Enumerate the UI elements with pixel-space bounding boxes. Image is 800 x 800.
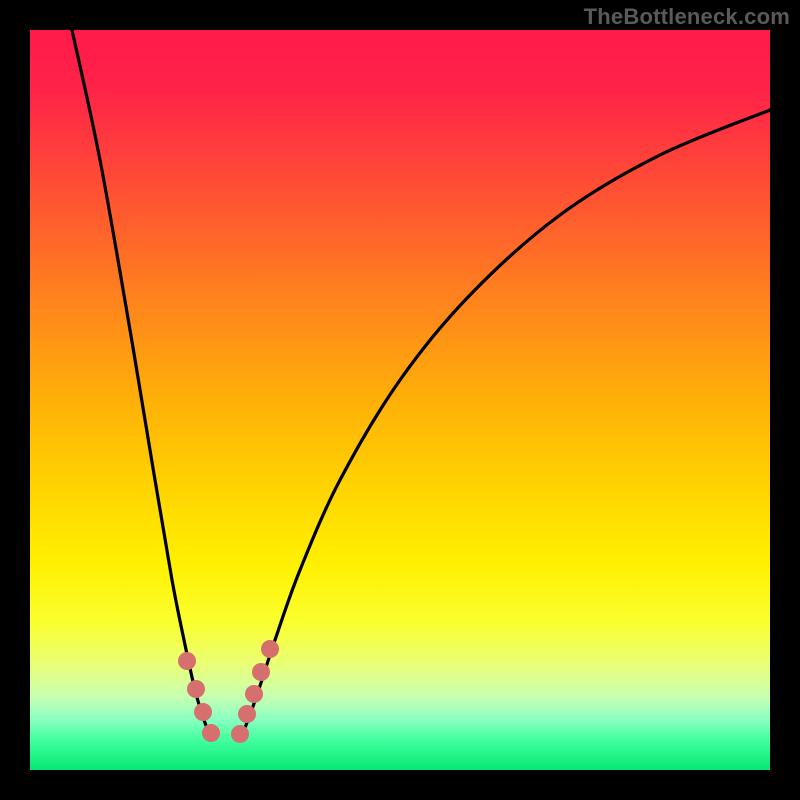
highlight-dot bbox=[252, 663, 270, 681]
highlight-dot bbox=[238, 705, 256, 723]
highlight-dot bbox=[178, 652, 196, 670]
stage: TheBottleneck.com bbox=[0, 0, 800, 800]
highlight-dot bbox=[231, 725, 249, 743]
highlight-dot bbox=[194, 703, 212, 721]
highlight-dot bbox=[245, 685, 263, 703]
highlight-dot bbox=[187, 680, 205, 698]
highlight-dot bbox=[261, 640, 279, 658]
bottleneck-chart bbox=[0, 0, 800, 800]
watermark-text: TheBottleneck.com bbox=[584, 4, 790, 30]
highlight-dot bbox=[202, 724, 220, 742]
